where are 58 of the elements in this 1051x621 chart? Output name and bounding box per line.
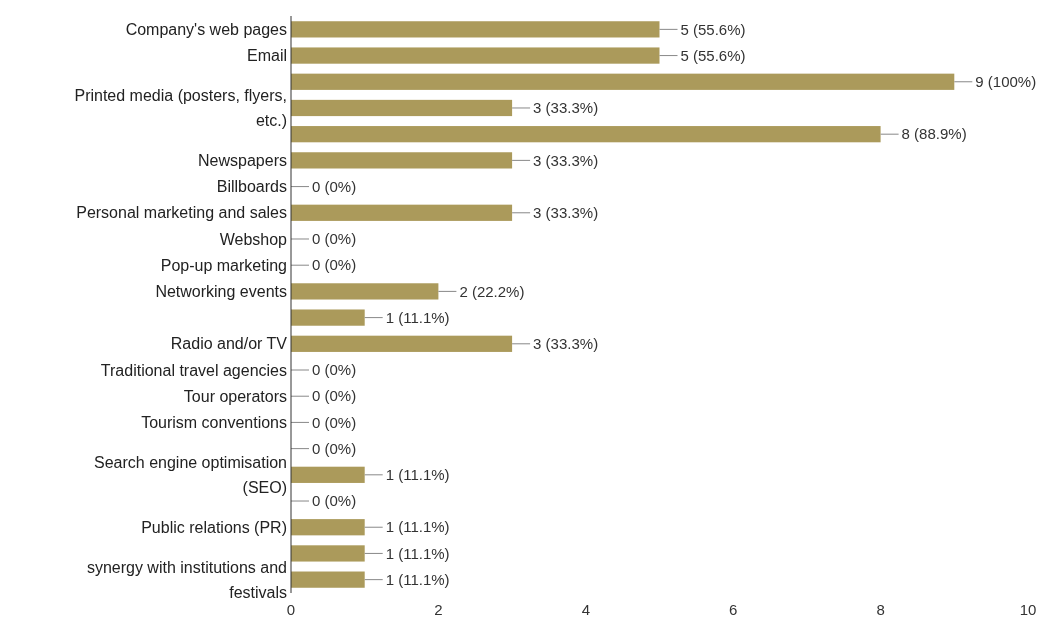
bar bbox=[291, 519, 365, 536]
x-tick-label: 8 bbox=[876, 601, 885, 618]
data-label: 1 (11.1%) bbox=[385, 570, 450, 588]
y-tick-label: Email bbox=[246, 47, 287, 65]
y-tick-label: Printed media (posters, flyers, etc.) bbox=[74, 87, 287, 130]
data-label: 0 (0%) bbox=[312, 256, 357, 274]
y-tick-label: Company's web pages bbox=[125, 20, 287, 38]
x-tick-label: 10 bbox=[1019, 601, 1037, 618]
x-tick-label: 4 bbox=[581, 601, 590, 618]
y-tick-label: Billboards bbox=[216, 178, 287, 196]
data-label: 1 (11.1%) bbox=[385, 466, 450, 484]
y-tick-label: Radio and/or TV bbox=[170, 335, 288, 353]
data-label: 0 (0%) bbox=[312, 177, 357, 195]
data-label: 1 (11.1%) bbox=[385, 518, 450, 536]
data-label: 0 (0%) bbox=[312, 361, 357, 379]
y-tick-label: Public relations (PR) bbox=[141, 518, 287, 536]
x-tick-label: 0 bbox=[286, 601, 296, 618]
bar bbox=[291, 21, 660, 38]
data-label: 3 (33.3%) bbox=[533, 204, 599, 222]
bar bbox=[291, 152, 513, 169]
x-tick-label: 2 bbox=[434, 601, 443, 618]
data-label: 2 (22.2%) bbox=[459, 282, 525, 300]
bar bbox=[291, 47, 660, 64]
bar bbox=[291, 466, 365, 483]
y-tick-label: Tour operators bbox=[183, 387, 287, 405]
data-label: 1 (11.1%) bbox=[385, 308, 450, 326]
y-tick-label: synergy with institutions and festivals bbox=[86, 558, 287, 601]
bar bbox=[291, 571, 365, 588]
data-label: 8 (88.9%) bbox=[901, 125, 967, 143]
bar bbox=[291, 99, 513, 117]
bar bbox=[291, 283, 439, 300]
x-tick-label: 6 bbox=[729, 601, 738, 618]
data-label: 0 (0%) bbox=[312, 413, 357, 431]
y-tick-label: Traditional travel agencies bbox=[100, 361, 287, 379]
y-tick-label: Newspapers bbox=[198, 151, 287, 169]
data-label: 9 (100%) bbox=[975, 73, 1037, 91]
data-label: 1 (11.1%) bbox=[385, 544, 450, 562]
bar bbox=[291, 309, 365, 326]
y-tick-label: Pop-up marketing bbox=[160, 256, 287, 274]
y-tick-label: Personal marketing and sales bbox=[76, 204, 287, 222]
y-tick-label: Networking events bbox=[155, 283, 287, 300]
bar bbox=[291, 335, 513, 352]
data-label: 0 (0%) bbox=[312, 230, 357, 248]
data-label: 5 (55.6%) bbox=[680, 46, 746, 64]
data-label: 3 (33.3%) bbox=[533, 335, 599, 353]
bar bbox=[291, 73, 955, 90]
data-label: 0 (0%) bbox=[312, 492, 357, 510]
y-tick-label: Search engine optimisation (SEO) bbox=[93, 453, 287, 496]
data-label: 0 (0%) bbox=[312, 387, 357, 405]
data-label: 0 (0%) bbox=[312, 439, 357, 457]
data-label: 3 (33.3%) bbox=[533, 99, 599, 117]
y-tick-label: Webshop bbox=[219, 230, 288, 248]
data-label: 3 (33.3%) bbox=[533, 151, 599, 169]
bar bbox=[291, 126, 881, 143]
bar bbox=[291, 545, 365, 562]
data-label: 5 (55.6%) bbox=[680, 20, 746, 38]
y-tick-label: Tourism conventions bbox=[141, 414, 287, 432]
bar bbox=[291, 204, 513, 221]
